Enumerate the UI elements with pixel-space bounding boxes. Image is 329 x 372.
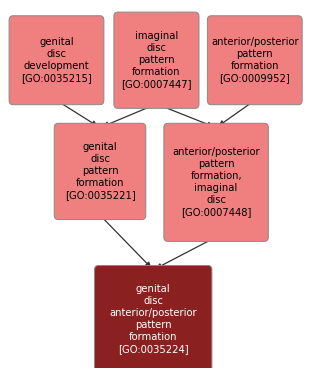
Text: genital
disc
pattern
formation
[GO:0035221]: genital disc pattern formation [GO:00352… — [64, 142, 136, 201]
FancyBboxPatch shape — [9, 16, 104, 105]
Text: imaginal
disc
pattern
formation
[GO:0007447]: imaginal disc pattern formation [GO:0007… — [121, 31, 192, 89]
FancyBboxPatch shape — [164, 123, 268, 241]
FancyBboxPatch shape — [114, 12, 199, 108]
FancyBboxPatch shape — [207, 16, 302, 105]
Text: anterior/posterior
pattern
formation
[GO:0009952]: anterior/posterior pattern formation [GO… — [211, 37, 299, 83]
Text: genital
disc
development
[GO:0035215]: genital disc development [GO:0035215] — [21, 37, 92, 83]
Text: anterior/posterior
pattern
formation,
imaginal
disc
[GO:0007448]: anterior/posterior pattern formation, im… — [172, 147, 260, 217]
Text: genital
disc
anterior/posterior
pattern
formation
[GO:0035224]: genital disc anterior/posterior pattern … — [110, 284, 197, 354]
FancyBboxPatch shape — [54, 123, 146, 219]
FancyBboxPatch shape — [94, 266, 212, 372]
